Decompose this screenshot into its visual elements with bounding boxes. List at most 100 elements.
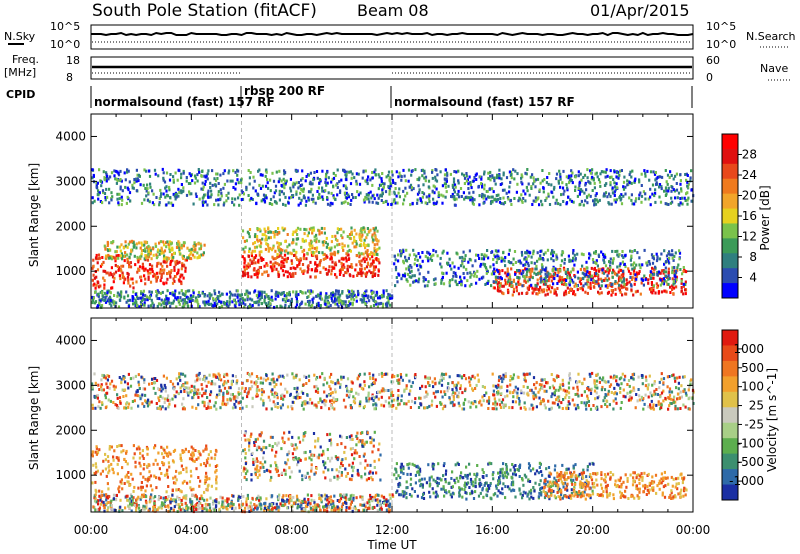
heatmap-cell [309, 289, 312, 293]
heatmap-cell [195, 467, 198, 471]
heatmap-cell [299, 267, 302, 271]
heatmap-cell [478, 194, 481, 198]
heatmap-cell [585, 188, 588, 192]
heatmap-cell [337, 470, 341, 474]
heatmap-cell [588, 271, 591, 275]
heatmap-cell [358, 232, 361, 236]
heatmap-cell [482, 193, 485, 197]
heatmap-cell [151, 247, 155, 251]
heatmap-cell [174, 197, 177, 201]
heatmap-cell [404, 194, 407, 198]
heatmap-cell [361, 271, 364, 275]
heatmap-cell [162, 271, 165, 275]
heatmap-cell [684, 288, 687, 292]
heatmap-cell [302, 189, 305, 193]
heatmap-cell [604, 255, 607, 259]
heatmap-cell [632, 293, 635, 297]
heatmap-cell [551, 269, 554, 272]
heatmap-cell [412, 248, 415, 252]
heatmap-cell [156, 292, 159, 296]
heatmap-cell [394, 284, 397, 288]
heatmap-cell [572, 251, 575, 255]
heatmap-cell [243, 305, 246, 309]
heatmap-cell [255, 457, 258, 461]
heatmap-cell [318, 251, 321, 254]
heatmap-cell [445, 271, 448, 275]
heatmap-cell [508, 248, 511, 252]
heatmap-cell [260, 259, 263, 262]
heatmap-cell [539, 257, 542, 261]
heatmap-cell [388, 176, 391, 180]
heatmap-cell [281, 248, 284, 252]
heatmap-cell [176, 178, 179, 182]
heatmap-cell [338, 191, 342, 194]
heatmap-cell [99, 299, 102, 303]
heatmap-cell [151, 270, 154, 274]
heatmap-cell [154, 276, 157, 280]
heatmap-cell [144, 294, 147, 298]
heatmap-cell [458, 281, 461, 284]
heatmap-cell [367, 193, 370, 197]
heatmap-cell [603, 192, 606, 196]
heatmap-cell [672, 177, 675, 181]
heatmap-cell [539, 181, 542, 185]
heatmap-cell [509, 198, 512, 202]
heatmap-cell [102, 276, 105, 280]
heatmap-cell [501, 487, 504, 491]
heatmap-cell [277, 263, 281, 267]
heatmap-cell [402, 198, 406, 202]
heatmap-cell [396, 280, 399, 284]
heatmap-cell [308, 227, 311, 231]
heatmap-cell [548, 203, 552, 206]
heatmap-cell [426, 202, 429, 206]
heatmap-cell [326, 170, 329, 174]
heatmap-cell [288, 450, 291, 454]
heatmap-cell [422, 276, 425, 279]
heatmap-cell [308, 475, 311, 479]
heatmap-cell [166, 445, 169, 449]
heatmap-cell [579, 277, 582, 281]
heatmap-cell [500, 202, 503, 205]
heatmap-cell [453, 203, 456, 207]
heatmap-cell [163, 299, 166, 303]
heatmap-cell [531, 291, 534, 295]
heatmap-cell [577, 186, 580, 190]
heatmap-cell [505, 176, 509, 180]
heatmap-cell [292, 240, 295, 244]
heatmap-cell [497, 257, 501, 260]
heatmap-cell [215, 468, 218, 472]
heatmap-cell [531, 276, 534, 280]
heatmap-cell [130, 472, 133, 476]
heatmap-cell [340, 234, 343, 238]
heatmap-cell [298, 440, 302, 444]
heatmap-cell [172, 277, 175, 281]
heatmap-cell [206, 172, 209, 176]
heatmap-cell [274, 292, 277, 296]
heatmap-cell [123, 278, 126, 282]
heatmap-cell [316, 264, 319, 268]
heatmap-cell [251, 249, 254, 253]
heatmap-cell [517, 199, 520, 203]
heatmap-cell [544, 293, 547, 297]
heatmap-cell [167, 201, 170, 205]
heatmap-cell [318, 196, 322, 200]
heatmap-cell [372, 265, 376, 269]
heatmap-cell [292, 185, 295, 189]
heatmap-cell [179, 189, 182, 193]
heatmap-cell [240, 198, 243, 201]
heatmap-cell [94, 450, 97, 454]
heatmap-cell [359, 298, 362, 302]
heatmap-cell [593, 186, 596, 190]
heatmap-cell [170, 248, 173, 252]
heatmap-cell [465, 172, 468, 175]
heatmap-cell [325, 183, 328, 187]
heatmap-cell [104, 299, 107, 302]
heatmap-cell [548, 284, 551, 288]
heatmap-cell [636, 272, 639, 276]
heatmap-cell [455, 170, 458, 174]
heatmap-cell [140, 252, 143, 256]
heatmap-cell [526, 291, 529, 295]
heatmap-cell [252, 460, 255, 464]
heatmap-cell [374, 173, 377, 176]
heatmap-cell [175, 469, 178, 473]
